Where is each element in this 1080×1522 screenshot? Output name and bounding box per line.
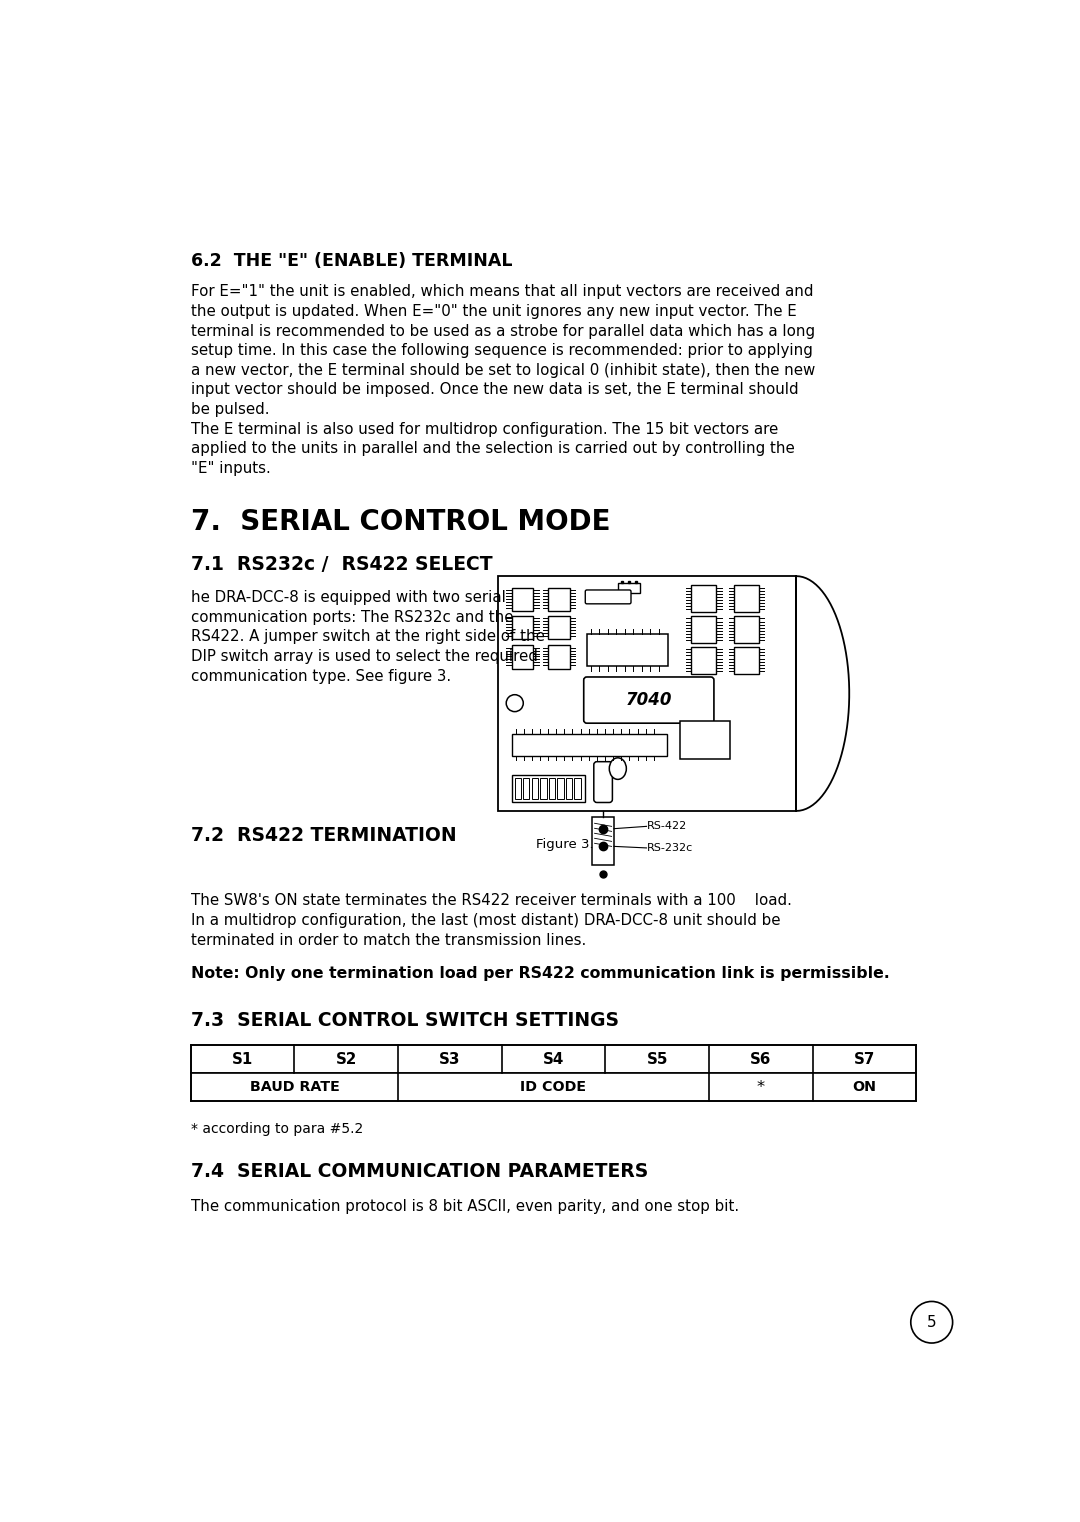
Bar xyxy=(548,645,570,668)
Text: BAUD RATE: BAUD RATE xyxy=(249,1081,339,1094)
Text: a new vector, the E terminal should be set to logical 0 (inhibit state), then th: a new vector, the E terminal should be s… xyxy=(191,362,815,377)
Text: S2: S2 xyxy=(336,1052,356,1067)
Bar xyxy=(549,778,555,799)
FancyBboxPatch shape xyxy=(594,761,612,802)
Text: RS-232c: RS-232c xyxy=(647,843,693,852)
Ellipse shape xyxy=(609,758,626,779)
Bar xyxy=(734,586,759,612)
Bar xyxy=(512,734,666,755)
FancyBboxPatch shape xyxy=(583,677,714,723)
Bar xyxy=(512,775,585,802)
Bar xyxy=(540,778,546,799)
Text: The communication protocol is 8 bit ASCII, even parity, and one stop bit.: The communication protocol is 8 bit ASCI… xyxy=(191,1199,739,1215)
Text: terminated in order to match the transmission lines.: terminated in order to match the transmi… xyxy=(191,933,586,948)
Text: The E terminal is also used for multidrop configuration. The 15 bit vectors are: The E terminal is also used for multidro… xyxy=(191,422,778,437)
Text: Note: Only one termination load per RS422 communication link is permissible.: Note: Only one termination load per RS42… xyxy=(191,966,890,982)
Text: 7.2  RS422 TERMINATION: 7.2 RS422 TERMINATION xyxy=(191,826,457,845)
Text: S6: S6 xyxy=(751,1052,771,1067)
Text: terminal is recommended to be used as a strobe for parallel data which has a lon: terminal is recommended to be used as a … xyxy=(191,324,815,338)
Bar xyxy=(548,616,570,639)
Text: 7.  SERIAL CONTROL MODE: 7. SERIAL CONTROL MODE xyxy=(191,507,610,536)
Text: S7: S7 xyxy=(853,1052,875,1067)
Bar xyxy=(531,778,538,799)
Text: *: * xyxy=(757,1079,765,1094)
Text: RS422. A jumper switch at the right side of the: RS422. A jumper switch at the right side… xyxy=(191,629,544,644)
Bar xyxy=(691,647,716,674)
Text: ID CODE: ID CODE xyxy=(521,1081,586,1094)
Circle shape xyxy=(910,1301,953,1342)
Bar xyxy=(734,616,759,644)
Bar xyxy=(548,587,570,610)
Text: Figure 3.: Figure 3. xyxy=(537,839,594,851)
Text: The SW8's ON state terminates the RS422 receiver terminals with a 100    load.: The SW8's ON state terminates the RS422 … xyxy=(191,893,792,909)
Bar xyxy=(512,645,534,668)
Text: S4: S4 xyxy=(543,1052,564,1067)
Bar xyxy=(691,586,716,612)
Text: ON: ON xyxy=(852,1081,876,1094)
Text: applied to the units in parallel and the selection is carried out by controlling: applied to the units in parallel and the… xyxy=(191,441,795,457)
Bar xyxy=(575,778,581,799)
Text: 7.3  SERIAL CONTROL SWITCH SETTINGS: 7.3 SERIAL CONTROL SWITCH SETTINGS xyxy=(191,1011,619,1030)
Bar xyxy=(679,721,730,759)
Bar xyxy=(618,583,639,594)
Bar xyxy=(191,1046,916,1073)
Text: the output is updated. When E="0" the unit ignores any new input vector. The E: the output is updated. When E="0" the un… xyxy=(191,304,797,320)
Circle shape xyxy=(507,694,524,712)
Bar xyxy=(512,587,534,610)
Text: 6.2  THE "E" (ENABLE) TERMINAL: 6.2 THE "E" (ENABLE) TERMINAL xyxy=(191,253,512,269)
Text: For E="1" the unit is enabled, which means that all input vectors are received a: For E="1" the unit is enabled, which mea… xyxy=(191,285,813,300)
Bar xyxy=(512,616,534,639)
FancyBboxPatch shape xyxy=(585,591,631,604)
Text: 5: 5 xyxy=(927,1315,936,1330)
Text: RS-422: RS-422 xyxy=(647,822,688,831)
Bar xyxy=(557,778,564,799)
Text: DIP switch array is used to select the required: DIP switch array is used to select the r… xyxy=(191,648,538,664)
Text: 7.1  RS232c /  RS422 SELECT: 7.1 RS232c / RS422 SELECT xyxy=(191,556,492,574)
Bar xyxy=(691,616,716,644)
Text: be pulsed.: be pulsed. xyxy=(191,402,269,417)
Text: communication ports: The RS232c and the: communication ports: The RS232c and the xyxy=(191,610,513,624)
Bar xyxy=(191,1073,916,1100)
Text: input vector should be imposed. Once the new data is set, the E terminal should: input vector should be imposed. Once the… xyxy=(191,382,798,397)
Text: S5: S5 xyxy=(647,1052,667,1067)
Bar xyxy=(515,778,521,799)
Text: setup time. In this case the following sequence is recommended: prior to applyin: setup time. In this case the following s… xyxy=(191,342,812,358)
Bar xyxy=(566,778,572,799)
Bar xyxy=(592,817,613,864)
Text: communication type. See figure 3.: communication type. See figure 3. xyxy=(191,668,451,683)
Bar xyxy=(586,633,669,667)
Text: 7.4  SERIAL COMMUNICATION PARAMETERS: 7.4 SERIAL COMMUNICATION PARAMETERS xyxy=(191,1163,648,1181)
Text: "E" inputs.: "E" inputs. xyxy=(191,461,271,476)
Bar xyxy=(498,577,796,811)
Text: * according to para #5.2: * according to para #5.2 xyxy=(191,1122,363,1137)
Text: S1: S1 xyxy=(232,1052,253,1067)
Bar xyxy=(524,778,529,799)
Bar xyxy=(734,647,759,674)
Text: In a multidrop configuration, the last (most distant) DRA-DCC-8 unit should be: In a multidrop configuration, the last (… xyxy=(191,913,780,928)
Text: S3: S3 xyxy=(440,1052,461,1067)
Text: he DRA-DCC-8 is equipped with two serial: he DRA-DCC-8 is equipped with two serial xyxy=(191,591,505,604)
Text: 7040: 7040 xyxy=(625,691,672,709)
